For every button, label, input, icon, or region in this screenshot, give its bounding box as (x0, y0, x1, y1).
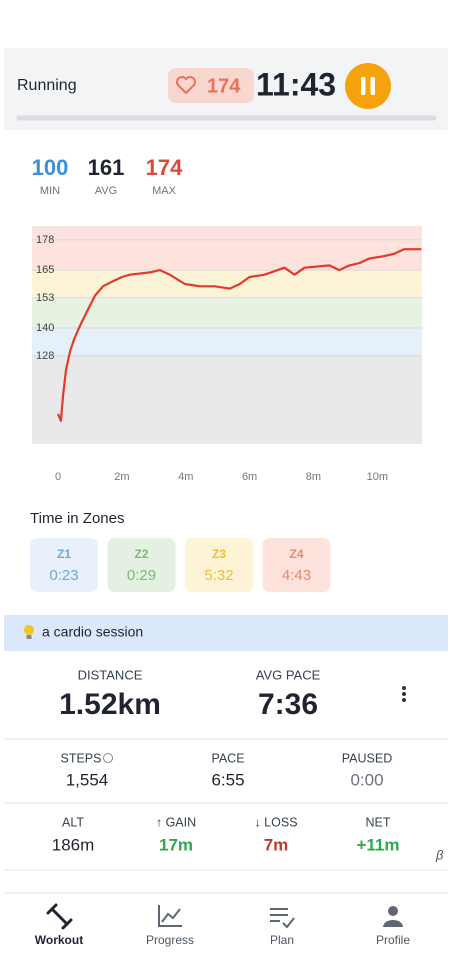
nav-label[interactable]: Profile (376, 933, 410, 947)
y-tick-label: 153 (36, 292, 54, 304)
metric-value: 186m (52, 835, 95, 854)
x-tick-label: 6m (242, 471, 257, 483)
timer: 11:43 (256, 66, 336, 102)
metric-value: 7m (264, 835, 289, 854)
metric-value: 7:36 (258, 688, 318, 721)
summary-value: 161 (88, 155, 125, 180)
metric-label: ↑ GAIN (156, 815, 196, 829)
zone-card (30, 538, 98, 592)
zone-band (32, 226, 422, 240)
heart-rate: 174 (207, 75, 241, 97)
heart-rate-chart: 128 140 153 165 178 0 2m 4m 6m 8m 10m (32, 226, 422, 483)
activity-title: Running (17, 77, 77, 94)
x-tick-label: 4m (178, 471, 193, 483)
metric-value: 6:55 (211, 770, 244, 789)
x-tick-label: 2m (114, 471, 129, 483)
metric-value: 0:00 (350, 770, 383, 789)
metric-label: ALT (62, 815, 84, 829)
summary-label: MAX (152, 185, 177, 197)
metric-label: PACE (211, 751, 244, 765)
heart-icon (176, 76, 196, 95)
y-tick-label: 140 (36, 322, 54, 334)
metric-value: 17m (159, 835, 193, 854)
zone-band (32, 270, 422, 298)
pause-bar (361, 77, 366, 95)
y-tick-label: 128 (36, 350, 54, 362)
metric-value: +11m (356, 835, 399, 854)
zone-card (107, 538, 176, 592)
pause-circle[interactable] (345, 63, 391, 109)
zone-name: Z2 (134, 547, 148, 561)
tip-banner (4, 615, 448, 651)
zone-card (262, 538, 331, 592)
bulb-icon (24, 625, 34, 639)
zone-name: Z3 (212, 547, 226, 561)
summary: 100 MIN 161 AVG 174 MAX (32, 155, 183, 197)
x-tick-label: 10m (367, 471, 388, 483)
nav-label[interactable]: Plan (270, 933, 294, 947)
zones-title: Time in Zones (30, 510, 124, 527)
x-tick-label: 8m (306, 471, 321, 483)
metric-label: PAUSED (342, 751, 392, 765)
zone-time: 5:32 (204, 567, 233, 584)
zone-time: 0:29 (127, 567, 156, 584)
tip-text: a cardio session (42, 624, 143, 640)
metric-label: ↓ LOSS (254, 815, 297, 829)
heart-rate-line (56, 248, 422, 422)
nav-icons (46, 903, 403, 930)
profile-icon (383, 906, 403, 927)
summary-label: AVG (95, 185, 117, 197)
zone-time: 0:23 (49, 567, 78, 584)
zone-band (32, 239, 422, 271)
metric-label: NET (366, 815, 391, 829)
metric-label: AVG PACE (256, 667, 321, 682)
metric-value: 1,554 (66, 770, 109, 789)
pause-bar (370, 77, 375, 95)
zone-band (32, 355, 422, 444)
summary-value: 174 (146, 155, 183, 180)
bottom-nav: Workout Progress Plan Profile (35, 933, 411, 947)
y-tick-label: 165 (36, 264, 54, 276)
metric-value: 1.52km (59, 688, 161, 721)
metrics: DISTANCE 1.52km AVG PACE 7:36 STEPS 1,554 PACE… (52, 667, 400, 854)
zone-time: 4:43 (282, 567, 311, 584)
zone-name: Z4 (289, 547, 303, 561)
summary-label: MIN (40, 185, 60, 197)
zone-card (185, 538, 253, 592)
plan-icon (270, 908, 295, 929)
zone-band (32, 297, 422, 329)
beta-mark: β (435, 847, 444, 862)
zone-cards: Z1 0:23 Z2 0:29 Z3 5:32 Z4 4:43 (30, 538, 331, 592)
nav-label[interactable]: Workout (35, 933, 83, 947)
progress-icon (158, 905, 182, 927)
workout-icon (46, 903, 73, 930)
zone-band (32, 328, 422, 356)
metric-label: STEPS (61, 751, 102, 765)
zone-name: Z1 (57, 547, 71, 561)
nav-label[interactable]: Progress (146, 933, 194, 947)
x-tick-label: 0 (55, 471, 61, 483)
summary-value: 100 (32, 155, 69, 180)
y-tick-label: 178 (36, 234, 54, 246)
info-icon (103, 753, 113, 763)
pause-button[interactable] (345, 63, 391, 109)
more-menu[interactable] (402, 686, 406, 702)
metric-label: DISTANCE (78, 667, 143, 682)
